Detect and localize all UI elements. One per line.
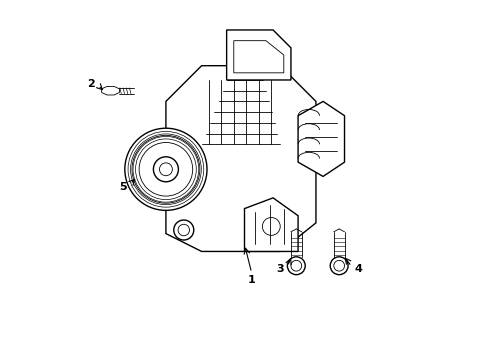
Polygon shape [165,66,315,251]
Polygon shape [244,198,298,251]
Circle shape [173,220,193,240]
Polygon shape [226,30,290,80]
Polygon shape [298,102,344,176]
Circle shape [178,224,189,236]
Polygon shape [102,86,119,95]
Text: 4: 4 [354,264,362,274]
Text: 2: 2 [87,78,95,89]
Text: 3: 3 [276,264,284,274]
Circle shape [159,163,172,176]
Circle shape [287,257,305,275]
Text: 1: 1 [247,275,255,285]
Text: 5: 5 [119,182,126,192]
Circle shape [124,128,206,210]
Circle shape [329,257,347,275]
Circle shape [153,157,178,182]
